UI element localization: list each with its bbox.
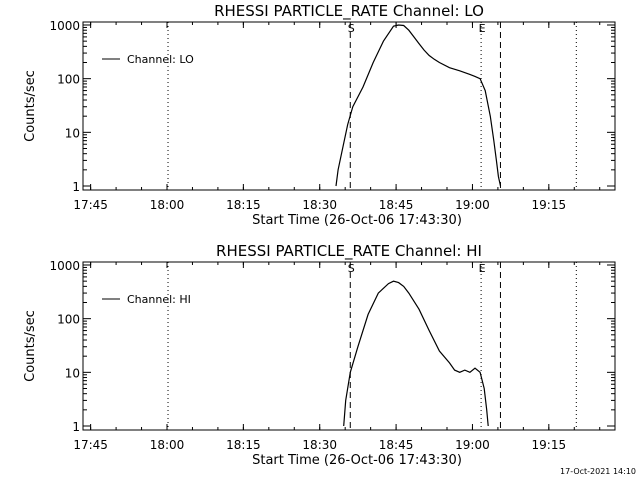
chart-title: RHESSI PARTICLE_RATE Channel: HI: [216, 242, 482, 261]
x-tick-label: 17:45: [73, 438, 108, 452]
x-axis-label: Start Time (26-Oct-06 17:43:30): [252, 453, 462, 468]
legend-label: Channel: HI: [127, 293, 191, 306]
y-axis-label: Counts/sec: [23, 70, 38, 142]
plot-frame: [82, 261, 616, 431]
time-marker-label: E: [479, 22, 486, 35]
y-tick-label: 10: [65, 366, 80, 380]
x-axis-label: Start Time (26-Oct-06 17:43:30): [252, 213, 462, 228]
x-tick-label: 18:00: [150, 198, 185, 212]
y-axis-label: Counts/sec: [23, 310, 38, 382]
series-line: [343, 280, 489, 427]
panel-lo: RHESSI PARTICLE_RATE Channel: LO 17:45 18:…: [23, 2, 616, 228]
x-tick-label: 18:15: [226, 438, 261, 452]
y-tick-label: 10: [65, 126, 80, 140]
x-tick-label: 18:45: [379, 198, 414, 212]
x-tick-label: 19:00: [455, 198, 490, 212]
y-tick-label: 1000: [49, 259, 80, 273]
x-tick-label: 19:15: [532, 198, 567, 212]
legend-label: Channel: LO: [127, 53, 194, 66]
plot-timestamp: 17-Oct-2021 14:10: [560, 467, 636, 476]
x-tick-label: 18:30: [302, 198, 337, 212]
plot-frame: [82, 21, 616, 191]
panel-hi: RHESSI PARTICLE_RATE Channel: HI 17:45 18:…: [23, 242, 616, 468]
x-tick-label: 18:45: [379, 438, 414, 452]
x-tick-label: 17:45: [73, 198, 108, 212]
x-tick-label: 18:00: [150, 438, 185, 452]
y-tick-label: 1: [72, 180, 80, 194]
y-tick-label: 1: [72, 420, 80, 434]
x-tick-label: 18:30: [302, 438, 337, 452]
y-tick-label: 1000: [49, 19, 80, 33]
series-line: [335, 24, 502, 187]
y-tick-label: 100: [57, 313, 80, 327]
time-marker-label: S: [348, 22, 355, 35]
chart-title: RHESSI PARTICLE_RATE Channel: LO: [214, 2, 484, 21]
time-marker-label: E: [479, 262, 486, 275]
x-tick-label: 19:00: [455, 438, 490, 452]
x-tick-label: 18:15: [226, 198, 261, 212]
y-tick-label: 100: [57, 73, 80, 87]
x-tick-label: 19:15: [532, 438, 567, 452]
time-marker-label: S: [348, 262, 355, 275]
